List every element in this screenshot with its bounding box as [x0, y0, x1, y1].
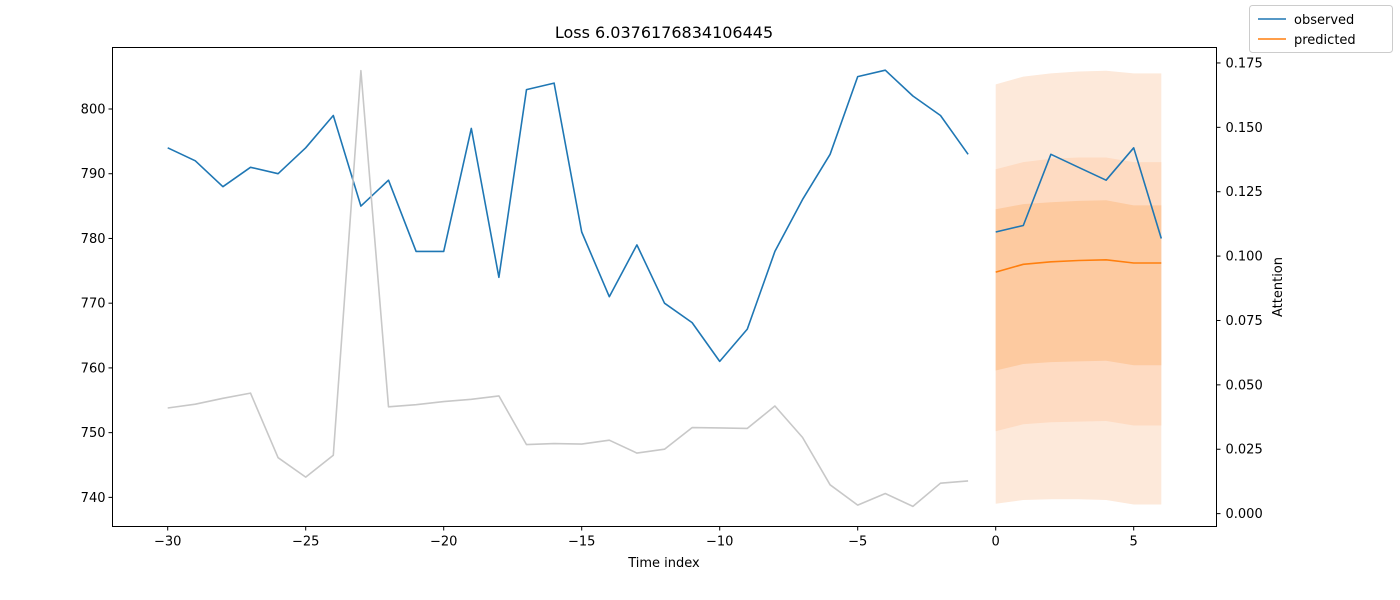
y-right-tick-label: 0.075	[1226, 314, 1263, 329]
legend: observed predicted	[1249, 5, 1393, 53]
prediction-bands	[995, 70, 1162, 505]
y-right-tick-label: 0.175	[1226, 56, 1263, 71]
y-right-tick-label: 0.050	[1226, 378, 1263, 393]
x-tick-label: −5	[848, 535, 867, 550]
y-left-tick-label: 800	[81, 102, 106, 117]
series-line-observed-1	[995, 147, 1163, 239]
series-line-observed-0	[167, 69, 969, 363]
y-left-tick-label: 770	[81, 297, 106, 312]
y-right-tick-label: 0.125	[1226, 185, 1263, 200]
series-line-predicted-2	[995, 258, 1162, 273]
legend-label-predicted: predicted	[1294, 33, 1356, 48]
x-tick-label: −30	[154, 535, 181, 550]
plot-frame	[112, 47, 1217, 527]
y-left-tick-label: 780	[81, 232, 106, 247]
x-tick-label: −10	[706, 535, 733, 550]
y-left-tick-label: 760	[81, 361, 106, 376]
x-tick-label: −25	[292, 535, 319, 550]
prediction-band-2	[995, 200, 1162, 371]
chart-title: Loss 6.0376176834106445	[555, 23, 773, 42]
x-axis-title: Time index	[627, 556, 700, 571]
y-right-tick-label: 0.000	[1226, 507, 1263, 522]
x-tick-label: 5	[1130, 535, 1138, 550]
legend-box	[1249, 5, 1393, 53]
x-tick-label: 0	[992, 535, 1000, 550]
y-left-tick-label: 750	[81, 426, 106, 441]
y-right-tick-label: 0.025	[1226, 443, 1263, 458]
y-left-tick-label: 740	[81, 491, 106, 506]
series-line-attention-3	[167, 69, 969, 508]
y-right-tick-label: 0.150	[1226, 121, 1263, 136]
y-axis-left-ticks: 740 750 760 770 780 790 800	[81, 102, 113, 506]
x-tick-label: −20	[430, 535, 457, 550]
x-axis-ticks: −30 −25 −20 −15 −10 −5 0 5	[154, 526, 1138, 550]
y-axis-right-ticks: 0.000 0.025 0.050 0.075 0.100 0.125 0.150 0.175	[1216, 56, 1263, 522]
y-left-tick-label: 790	[81, 167, 106, 182]
legend-label-observed: observed	[1294, 13, 1354, 28]
series-lines	[167, 69, 1163, 508]
x-tick-label: −15	[568, 535, 595, 550]
y-right-tick-label: 0.100	[1226, 250, 1263, 265]
y-axis-right-title: Attention	[1271, 257, 1286, 317]
